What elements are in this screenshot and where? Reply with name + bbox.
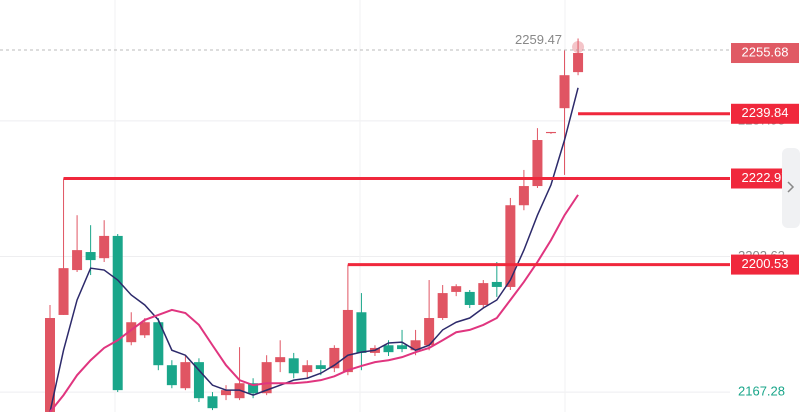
candle-body <box>153 322 164 366</box>
candle-body <box>99 235 110 259</box>
moving-average <box>49 194 579 412</box>
high-annotation: 2259.47 <box>515 32 562 47</box>
candle-body <box>342 309 353 373</box>
candle-body <box>478 283 489 305</box>
candle-body <box>545 131 556 134</box>
candle-body <box>302 365 313 373</box>
candle-body <box>329 347 340 369</box>
candle-body <box>45 318 55 412</box>
candle-body <box>383 345 394 353</box>
candle-body <box>275 357 286 363</box>
candle-body <box>356 312 367 353</box>
current-price-tag <box>731 43 799 64</box>
current-price-dot <box>572 41 585 54</box>
candle-body <box>166 365 177 386</box>
candle-body <box>437 293 448 319</box>
candle-body <box>85 252 96 261</box>
candle-body <box>491 281 502 287</box>
candle-body <box>397 345 408 350</box>
candle-body <box>126 322 137 343</box>
candle-body <box>58 268 69 315</box>
candle-body <box>410 340 421 351</box>
candle-body <box>464 291 475 305</box>
candle-body <box>451 286 462 292</box>
current-price-label: 2255.68 <box>742 44 789 59</box>
moving-average <box>49 87 579 412</box>
candle-body <box>424 318 435 346</box>
candle-body <box>139 322 150 336</box>
price-level-tag <box>731 254 799 275</box>
candle-body <box>518 186 529 206</box>
candle-body <box>505 205 516 287</box>
candle-body <box>112 235 123 391</box>
candle-body <box>248 383 259 394</box>
candle-body <box>559 75 570 109</box>
candle-body <box>180 362 191 389</box>
candle-body <box>207 396 218 409</box>
candle-body <box>193 362 204 399</box>
price-level-label: 2222.97 <box>742 170 789 185</box>
candle-body <box>315 365 326 370</box>
price-level-tag <box>731 103 799 124</box>
price-level-label: 2200.53 <box>742 256 789 271</box>
candle-body <box>261 362 272 394</box>
price-level-label: 2239.84 <box>742 105 789 120</box>
toggle-arrow <box>787 181 795 193</box>
y-tick-label: 2167.28 <box>738 384 785 399</box>
candle-body <box>573 53 584 73</box>
candle-body <box>72 250 83 271</box>
candle-body <box>288 358 299 374</box>
candle-body <box>221 390 232 396</box>
candle-body <box>532 140 543 187</box>
